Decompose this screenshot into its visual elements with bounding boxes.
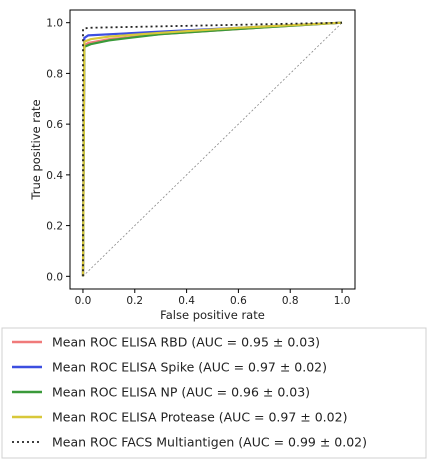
legend-label-1: Mean ROC ELISA Spike (AUC = 0.97 ± 0.02)	[52, 360, 327, 375]
chance-line	[82, 22, 343, 277]
x-tick-label: 0.2	[126, 295, 143, 307]
x-tick-label: 0.6	[230, 295, 247, 307]
y-axis-label: True positive rate	[29, 99, 43, 200]
y-tick-label: 0.6	[46, 119, 63, 131]
x-tick-label: 1.0	[334, 295, 351, 307]
y-tick-label: 0.4	[46, 170, 63, 182]
plot-area	[81, 21, 343, 277]
x-tick-label: 0.4	[178, 295, 195, 307]
plot-frame	[69, 9, 356, 290]
y-tick-label: 0.8	[46, 68, 63, 80]
legend-label-3: Mean ROC ELISA Protease (AUC = 0.97 ± 0.…	[52, 410, 347, 425]
legend-label-2: Mean ROC ELISA NP (AUC = 0.96 ± 0.03)	[52, 385, 310, 400]
x-tick-label: 0.8	[282, 295, 299, 307]
series-line-3	[81, 21, 343, 277]
legend-label-0: Mean ROC ELISA RBD (AUC = 0.95 ± 0.03)	[52, 335, 320, 350]
x-axis-label: False positive rate	[160, 308, 265, 322]
y-tick-label: 1.0	[46, 18, 63, 30]
x-tick-label: 0.0	[75, 295, 92, 307]
y-tick-label: 0.2	[46, 221, 63, 233]
y-tick-label: 0.0	[46, 271, 63, 283]
legend: Mean ROC ELISA RBD (AUC = 0.95 ± 0.03) Me…	[1, 327, 427, 459]
legend-frame	[1, 327, 427, 459]
legend-label-4: Mean ROC FACS Multiantigen (AUC = 0.99 ±…	[52, 435, 367, 450]
axes: False positive rate True positive rate 0…	[29, 9, 356, 322]
